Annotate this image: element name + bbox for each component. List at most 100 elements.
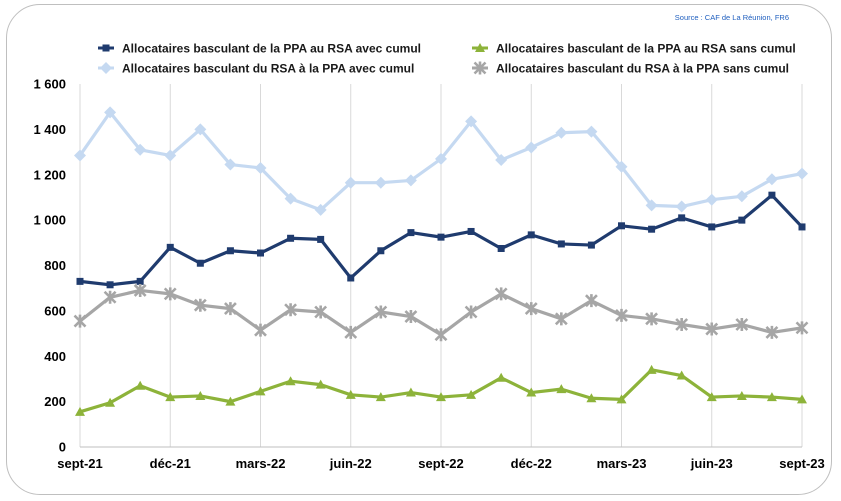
data-point: [103, 290, 117, 304]
data-point: [224, 158, 237, 171]
legend-marker: [102, 44, 110, 52]
data-point: [705, 322, 719, 336]
data-point: [797, 394, 807, 404]
data-point: [765, 173, 778, 186]
data-point: [496, 372, 507, 382]
legend: Allocataires basculant de la PPA au RSA …: [98, 42, 796, 76]
data-point: [284, 303, 298, 317]
legend-label: Allocataires basculant de la PPA au RSA …: [122, 42, 421, 56]
data-point: [315, 379, 326, 389]
data-point: [163, 287, 177, 301]
x-tick-label: mars-22: [236, 456, 286, 471]
data-point: [768, 191, 776, 199]
legend-item: Allocataires basculant de la PPA au RSA …: [472, 42, 796, 56]
data-point: [106, 281, 114, 289]
data-point: [374, 176, 387, 189]
legend-item: Allocataires basculant du RSA à la PPA a…: [98, 62, 414, 76]
data-point: [765, 325, 779, 339]
data-point: [557, 240, 565, 248]
chart-frame: [6, 4, 832, 495]
data-point: [678, 214, 686, 222]
data-point: [75, 406, 85, 416]
data-point: [795, 321, 809, 335]
data-point: [434, 328, 448, 342]
legend-marker: [473, 61, 487, 75]
x-tick-label: sept-21: [57, 456, 103, 471]
data-point: [646, 364, 657, 374]
data-point: [645, 199, 658, 212]
data-point: [164, 149, 177, 162]
x-tick-label: mars-23: [597, 456, 647, 471]
data-point: [166, 243, 174, 251]
data-point: [73, 314, 87, 328]
data-point: [257, 249, 264, 257]
data-point: [317, 235, 325, 243]
data-point: [133, 283, 147, 297]
data-point: [466, 389, 477, 399]
series-4: [73, 283, 809, 342]
data-point: [255, 386, 266, 396]
data-point: [344, 325, 358, 339]
data-point: [586, 393, 597, 403]
data-point: [555, 126, 568, 139]
legend-item: Allocataires basculant du RSA à la PPA s…: [472, 61, 789, 76]
data-point: [134, 143, 147, 156]
data-point: [105, 397, 116, 407]
series-3: [74, 106, 808, 216]
y-tick-label: 0: [59, 440, 66, 455]
data-point: [285, 376, 296, 386]
series-2: [75, 364, 807, 416]
data-point: [708, 223, 716, 231]
data-point: [437, 233, 445, 241]
data-point: [194, 123, 207, 136]
data-point: [705, 193, 718, 206]
data-point: [675, 317, 689, 331]
data-point: [226, 247, 234, 255]
data-point: [404, 310, 418, 324]
x-tick-label: déc-21: [150, 456, 191, 471]
data-point: [585, 125, 598, 138]
y-tick-label: 1 600: [33, 77, 66, 92]
series-group: [73, 106, 809, 416]
data-point: [497, 244, 505, 252]
data-point: [74, 149, 86, 162]
data-point: [584, 294, 598, 308]
legend-marker: [100, 62, 112, 74]
data-point: [465, 115, 478, 128]
data-point: [735, 190, 748, 203]
data-point: [738, 216, 746, 224]
data-point: [76, 277, 84, 285]
data-point: [254, 323, 267, 337]
data-point: [464, 305, 478, 319]
data-point: [404, 174, 417, 187]
data-point: [196, 259, 204, 267]
data-point: [615, 160, 628, 173]
data-point: [494, 287, 508, 301]
data-point: [675, 200, 688, 213]
data-point: [706, 392, 717, 402]
data-point: [345, 389, 356, 399]
x-tick-label: juin-23: [690, 456, 733, 471]
y-tick-label: 600: [44, 303, 66, 318]
y-tick-label: 800: [44, 258, 66, 273]
data-point: [645, 312, 659, 326]
data-point: [467, 227, 475, 235]
data-point: [525, 141, 538, 154]
data-point: [407, 229, 415, 237]
y-tick-label: 1 000: [33, 213, 66, 228]
data-point: [736, 390, 747, 400]
data-point: [375, 392, 386, 402]
data-point: [104, 106, 117, 119]
legend-label: Allocataires basculant de la PPA au RSA …: [496, 42, 796, 56]
series-1: [76, 191, 806, 289]
x-tick-label: juin-22: [329, 456, 372, 471]
source-note: Source : CAF de La Réunion, FR6: [674, 13, 789, 22]
data-point: [735, 317, 749, 331]
data-point: [223, 302, 237, 316]
data-point: [195, 390, 206, 400]
data-point: [377, 247, 385, 255]
axes: 0 200 400 600 800 1 000 1 200 1 400 1 600 sept-21…: [33, 77, 824, 472]
data-point: [524, 302, 538, 316]
data-point: [648, 225, 656, 233]
